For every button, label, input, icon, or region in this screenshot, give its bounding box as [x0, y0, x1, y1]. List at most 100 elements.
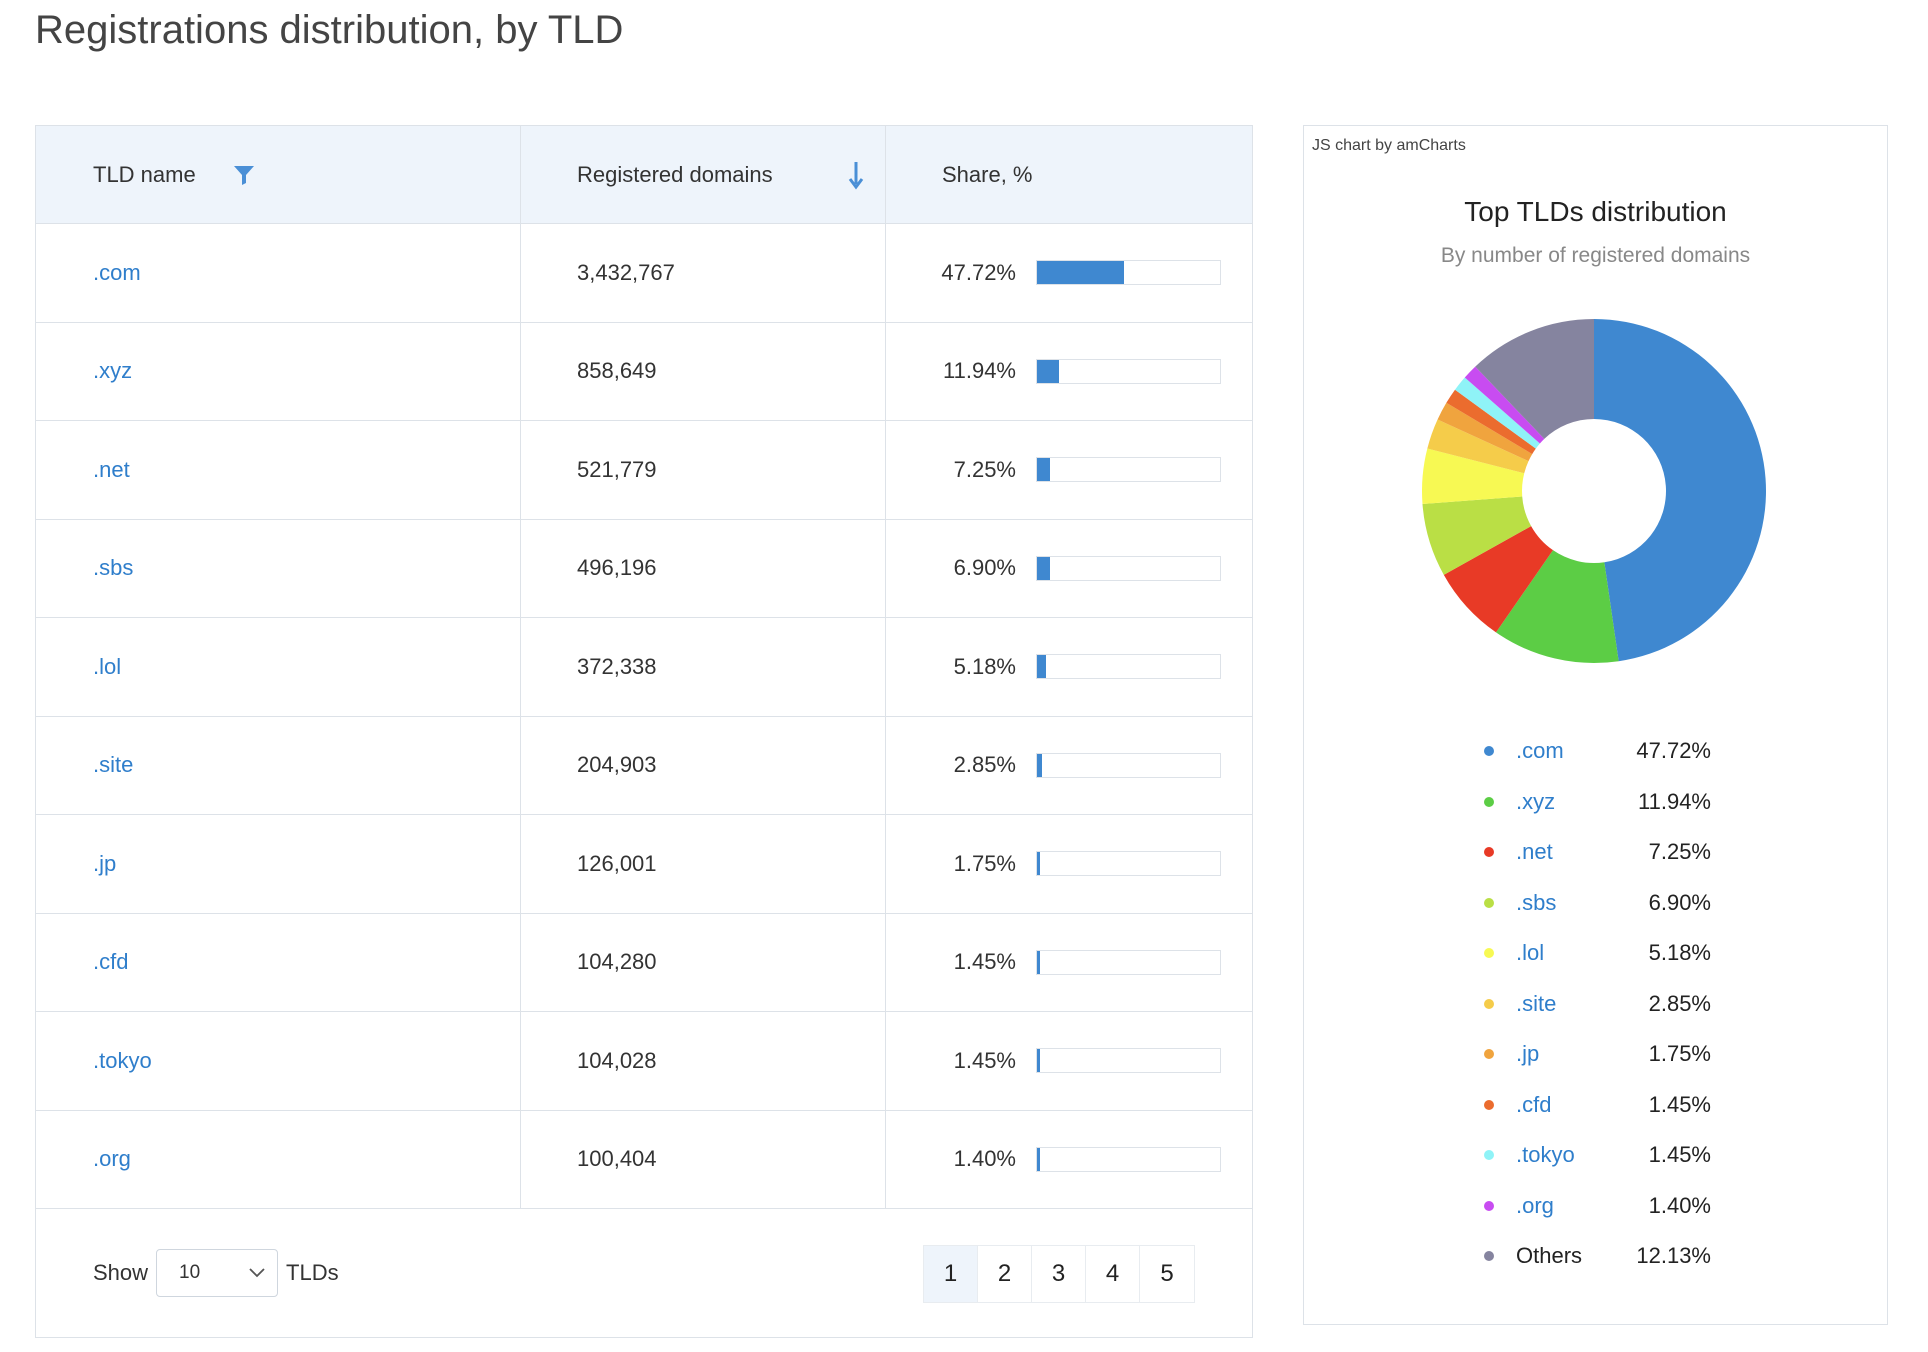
legend-item[interactable]: .cfd 1.45%: [1484, 1080, 1744, 1131]
legend-label[interactable]: .jp: [1516, 1041, 1540, 1067]
legend-label[interactable]: .lol: [1516, 940, 1545, 966]
pie-slice-com[interactable]: [1594, 319, 1766, 662]
cell-tld: .jp: [36, 815, 521, 913]
page-button-4[interactable]: 4: [1086, 1246, 1140, 1302]
legend-item[interactable]: .xyz 11.94%: [1484, 777, 1744, 828]
cell-tld: .net: [36, 421, 521, 519]
cell-share: 6.90%: [886, 520, 1252, 618]
legend-item[interactable]: .lol 5.18%: [1484, 928, 1744, 979]
cell-share: 2.85%: [886, 717, 1252, 815]
legend-marker: [1484, 847, 1494, 858]
page-button-1[interactable]: 1: [924, 1246, 978, 1302]
domains-count: 496,196: [577, 555, 657, 581]
page-button-5[interactable]: 5: [1140, 1246, 1194, 1302]
chart-title: Top TLDs distribution: [1464, 196, 1727, 227]
legend-value: 2.85%: [1648, 990, 1711, 1016]
chart-subtitle: By number of registered domains: [1440, 244, 1751, 267]
table-row: .lol 372,338 5.18%: [36, 618, 1252, 717]
share-bar: [1036, 457, 1221, 483]
pie-slice-lol[interactable]: [1422, 448, 1525, 505]
cell-tld: .org: [36, 1110, 521, 1208]
share-value: 1.45%: [953, 949, 1016, 975]
domains-count: 3,432,767: [577, 259, 675, 285]
legend-label[interactable]: .sbs: [1516, 889, 1557, 915]
legend-item[interactable]: Others 12.13%: [1484, 1231, 1744, 1282]
cell-domains: 104,028: [521, 1012, 886, 1110]
legend-value: 1.40%: [1648, 1192, 1711, 1218]
pie-slice-xyz[interactable]: [1496, 550, 1619, 663]
domains-count: 372,338: [577, 653, 657, 679]
tld-link[interactable]: .jp: [93, 850, 117, 876]
sort-descending-icon[interactable]: [847, 160, 865, 190]
header-tld-name[interactable]: TLD name: [36, 126, 521, 223]
legend-value: 1.45%: [1648, 1142, 1711, 1168]
page-button-3[interactable]: 3: [1032, 1246, 1086, 1302]
legend-item[interactable]: .jp 1.75%: [1484, 1029, 1744, 1080]
table-row: .com 3,432,767 47.72%: [36, 224, 1252, 323]
share-bar: [1036, 949, 1221, 975]
legend-item[interactable]: .tokyo 1.45%: [1484, 1130, 1744, 1181]
legend-label[interactable]: .tokyo: [1516, 1142, 1575, 1168]
legend-label[interactable]: .cfd: [1516, 1091, 1552, 1117]
tld-link[interactable]: .xyz: [93, 358, 133, 384]
legend-item[interactable]: .com 47.72%: [1484, 726, 1744, 777]
pie-slice-others[interactable]: [1475, 319, 1594, 439]
tld-link[interactable]: .org: [93, 1146, 131, 1172]
cell-share: 1.45%: [886, 914, 1252, 1012]
legend-label[interactable]: .net: [1516, 839, 1553, 865]
pie-slice-site[interactable]: [1427, 419, 1529, 474]
legend-label[interactable]: .xyz: [1516, 788, 1556, 814]
legend-marker: [1484, 1049, 1494, 1060]
tld-link[interactable]: .sbs: [93, 555, 134, 581]
legend-label[interactable]: .org: [1516, 1192, 1554, 1218]
legend-item[interactable]: .site 2.85%: [1484, 979, 1744, 1030]
tld-link[interactable]: .com: [93, 259, 141, 285]
table-row: .org 100,404 1.40%: [36, 1110, 1252, 1209]
cell-tld: .cfd: [36, 913, 521, 1011]
share-bar-fill: [1037, 458, 1051, 482]
page-button-2[interactable]: 2: [978, 1246, 1032, 1302]
pie-slice-net[interactable]: [1443, 526, 1553, 633]
pie-slice-tokyo[interactable]: [1454, 377, 1540, 449]
share-bar-fill: [1037, 655, 1047, 679]
tld-link[interactable]: .net: [93, 456, 130, 482]
share-value: 1.45%: [953, 1047, 1016, 1073]
pie-slice-jp[interactable]: [1437, 402, 1533, 462]
tld-link[interactable]: .tokyo: [93, 1047, 152, 1073]
legend-marker: [1484, 998, 1494, 1009]
cell-share: 1.75%: [886, 815, 1252, 913]
pie-slice-sbs[interactable]: [1422, 496, 1532, 575]
chart-panel: JS chart by amCharts Top TLDs distributi…: [1303, 125, 1888, 1325]
cell-domains: 3,432,767: [521, 224, 886, 322]
legend-item[interactable]: .org 1.40%: [1484, 1181, 1744, 1232]
legend-marker: [1484, 796, 1494, 807]
cell-tld: .site: [36, 716, 521, 814]
legend-value: 47.72%: [1636, 738, 1711, 764]
legend-value: 1.45%: [1648, 1091, 1711, 1117]
share-bar: [1036, 260, 1221, 286]
share-value: 1.75%: [953, 850, 1016, 876]
legend-label[interactable]: .site: [1516, 990, 1557, 1016]
cell-tld: .xyz: [36, 322, 521, 420]
cell-tld: .lol: [36, 618, 521, 716]
cell-tld: .tokyo: [36, 1012, 521, 1110]
legend-label[interactable]: .com: [1516, 738, 1564, 764]
page-size-select[interactable]: 10: [156, 1249, 279, 1297]
tld-link[interactable]: .site: [93, 752, 134, 778]
header-registered-domains[interactable]: Registered domains: [521, 126, 886, 223]
pie-slice-org[interactable]: [1464, 366, 1545, 444]
domains-count: 858,649: [577, 358, 657, 384]
tld-link[interactable]: .cfd: [93, 949, 129, 975]
legend-item[interactable]: .net 7.25%: [1484, 827, 1744, 878]
legend-marker: [1484, 746, 1494, 757]
chart-credit[interactable]: JS chart by amCharts: [1312, 137, 1466, 154]
tld-link[interactable]: .lol: [93, 653, 122, 679]
filter-icon[interactable]: [232, 163, 256, 187]
legend-item[interactable]: .sbs 6.90%: [1484, 878, 1744, 929]
cell-domains: 204,903: [521, 716, 886, 814]
table-row: .net 521,779 7.25%: [36, 421, 1252, 520]
donut-chart: [1422, 319, 1766, 663]
cell-domains: 521,779: [521, 421, 886, 519]
legend-marker: [1484, 897, 1494, 908]
pie-slice-cfd[interactable]: [1446, 389, 1536, 455]
